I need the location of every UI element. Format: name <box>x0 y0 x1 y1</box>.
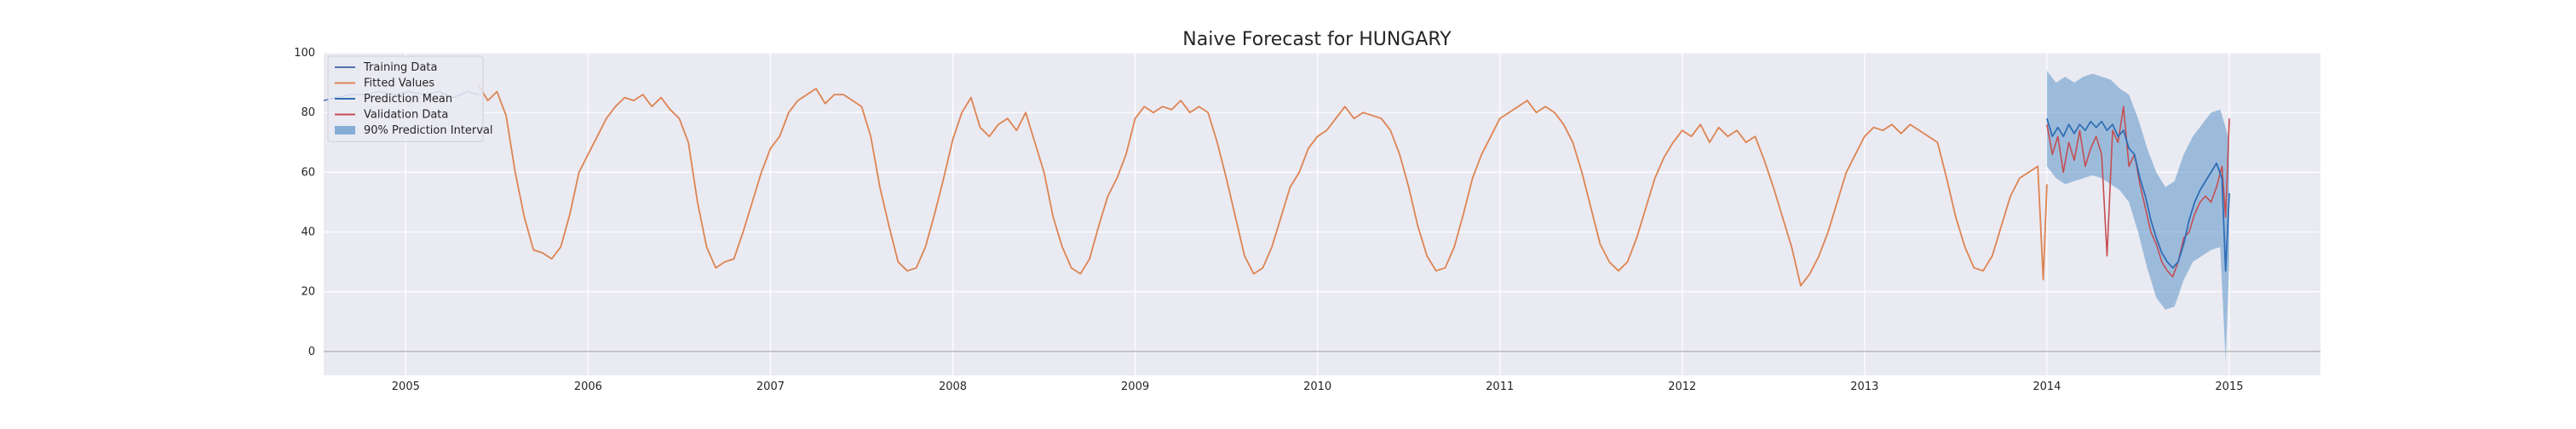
legend-swatch-interval <box>335 126 355 134</box>
x-tick-label: 2014 <box>2033 380 2061 393</box>
x-tick-label: 2011 <box>1486 380 1514 393</box>
x-tick-label: 2013 <box>1850 380 1878 393</box>
legend-label-interval: 90% Prediction Interval <box>364 124 493 137</box>
y-tick-label: 60 <box>301 166 315 179</box>
legend-label-validation: Validation Data <box>364 109 448 122</box>
x-tick-label: 2006 <box>574 380 602 393</box>
y-tick-label: 80 <box>301 106 315 119</box>
legend: Training Data Fitted Values Prediction Mea… <box>327 55 493 142</box>
chart-title: Naive Forecast for HUNGARY <box>1182 29 1452 50</box>
x-tick-label: 2005 <box>392 380 420 393</box>
x-tick-label: 2015 <box>2215 380 2243 393</box>
validation-data-line <box>2046 106 2230 278</box>
y-tick-label: 40 <box>301 226 315 239</box>
x-tick-label: 2009 <box>1121 380 1149 393</box>
x-tick-labels: 2005 2006 2007 2008 2009 2010 2011 2012 2013 2014… <box>392 380 2244 393</box>
grid-lines <box>324 52 2320 375</box>
fitted-values-line <box>478 85 2048 287</box>
prediction-mean-line <box>2046 117 2230 272</box>
plot-area <box>324 53 2320 375</box>
legend-label-prediction: Prediction Mean <box>364 93 452 106</box>
legend-label-training: Training Data <box>363 61 437 74</box>
x-tick-label: 2010 <box>1303 380 1331 393</box>
y-tick-labels: 0 20 40 60 80 100 <box>294 47 315 358</box>
legend-label-fitted: Fitted Values <box>364 77 434 90</box>
y-tick-label: 0 <box>308 346 315 358</box>
x-tick-label: 2007 <box>756 380 785 393</box>
legend-box <box>327 55 484 142</box>
y-tick-label: 20 <box>301 286 315 299</box>
y-tick-label: 100 <box>294 47 315 60</box>
x-tick-label: 2012 <box>1668 380 1696 393</box>
x-tick-label: 2008 <box>939 380 967 393</box>
